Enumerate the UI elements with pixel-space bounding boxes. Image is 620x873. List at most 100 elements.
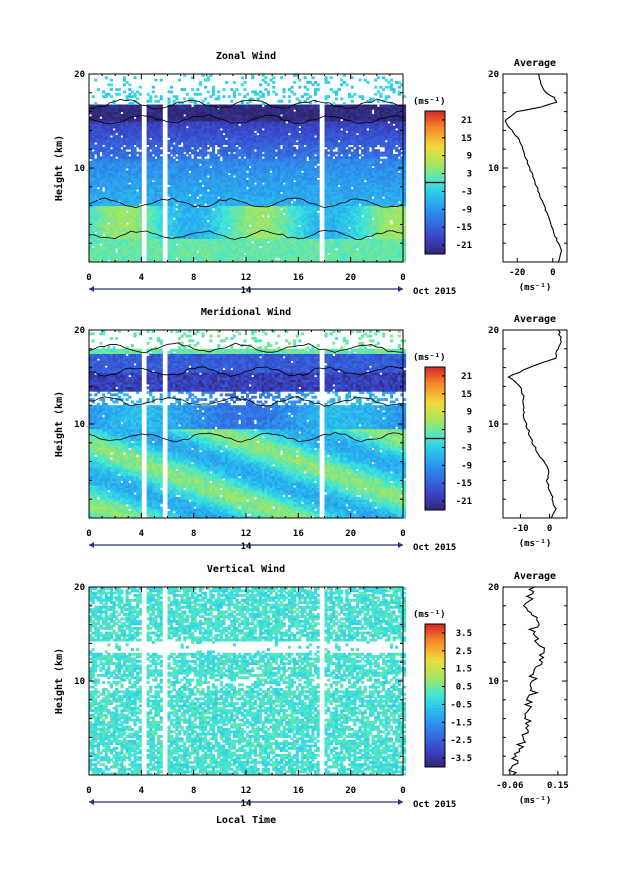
- heatmap-cell: [154, 95, 157, 98]
- heatmap-cell: [97, 149, 100, 152]
- heatmap-cell: [222, 88, 225, 91]
- heatmap-cell: [139, 109, 142, 112]
- heatmap-cell: [97, 189, 100, 192]
- heatmap-cell: [222, 166, 225, 169]
- heatmap-cell: [238, 105, 241, 108]
- heatmap-cell: [285, 123, 288, 126]
- heatmap-cell: [110, 83, 113, 86]
- heatmap-cell: [238, 109, 241, 112]
- heatmap-cell: [139, 227, 142, 230]
- heatmap-cell: [272, 81, 275, 84]
- heatmap-cell: [280, 76, 283, 79]
- heatmap-cell: [283, 88, 286, 91]
- heatmap-cell: [222, 147, 225, 150]
- heatmap-cell: [188, 154, 191, 157]
- heatmap-cell: [170, 91, 173, 94]
- heatmap-cell: [113, 109, 116, 112]
- heatmap-cell: [236, 88, 239, 91]
- heatmap-cell: [113, 250, 116, 253]
- heatmap-cell: [241, 76, 244, 79]
- heatmap-cell: [217, 156, 220, 159]
- heatmap-cell: [228, 95, 231, 98]
- heatmap-cell: [139, 213, 142, 216]
- heatmap-cell: [110, 88, 113, 91]
- heatmap-cell: [254, 227, 257, 230]
- heatmap-cell: [238, 133, 241, 136]
- heatmap-cell: [204, 236, 207, 239]
- heatmap-cell: [238, 213, 241, 216]
- heatmap-cell: [285, 243, 288, 246]
- heatmap-cell: [157, 166, 160, 169]
- heatmap-cell: [173, 109, 176, 112]
- heatmap-cell: [157, 133, 160, 136]
- heatmap-cell: [92, 95, 95, 98]
- heatmap-cell: [139, 142, 142, 145]
- heatmap-cell: [157, 156, 160, 159]
- heatmap-cell: [126, 81, 129, 84]
- heatmap-cell: [139, 152, 142, 155]
- heatmap-cell: [207, 91, 210, 94]
- heatmap-cell: [97, 213, 100, 216]
- heatmap-cell: [204, 166, 207, 169]
- heatmap-cell: [173, 243, 176, 246]
- heatmap-cell: [254, 91, 257, 94]
- heatmap-cell: [222, 142, 225, 145]
- heatmap-cell: [212, 149, 215, 152]
- heatmap-cell: [188, 196, 191, 199]
- heatmap-cell: [126, 170, 129, 173]
- heatmap-cell: [285, 109, 288, 112]
- heatmap-cell: [204, 227, 207, 230]
- heatmap-cell: [113, 149, 116, 152]
- heatmap-cell: [222, 213, 225, 216]
- heatmap-cell: [173, 100, 176, 103]
- heatmap-cell: [160, 250, 163, 253]
- heatmap-cell: [285, 156, 288, 159]
- heatmap-cell: [188, 173, 191, 176]
- heatmap-cell: [188, 149, 191, 152]
- heatmap-cell: [97, 201, 100, 204]
- heatmap-cell: [230, 100, 233, 103]
- heatmap-cell: [123, 76, 126, 79]
- heatmap-cell: [113, 220, 116, 223]
- heatmap-cell: [126, 109, 129, 112]
- heatmap-cell: [157, 250, 160, 253]
- heatmap-cell: [160, 109, 163, 112]
- heatmap-cell: [152, 91, 155, 94]
- heatmap-cell: [188, 166, 191, 169]
- heatmap-cell: [254, 250, 257, 253]
- heatmap-cell: [267, 91, 270, 94]
- heatmap-cell: [254, 236, 257, 239]
- heatmap-cell: [288, 100, 291, 103]
- heatmap-cell: [199, 93, 202, 96]
- heatmap-cell: [139, 156, 142, 159]
- heatmap-cell: [173, 213, 176, 216]
- heatmap-cell: [113, 203, 116, 206]
- heatmap-cell: [160, 79, 163, 82]
- heatmap-cell: [243, 81, 246, 84]
- heatmap-cell: [204, 133, 207, 136]
- heatmap-cell: [222, 135, 225, 138]
- heatmap-cell: [188, 98, 191, 101]
- heatmap-cell: [126, 133, 129, 136]
- heatmap-cell: [118, 93, 121, 96]
- heatmap-cell: [157, 220, 160, 223]
- heatmap-cell: [97, 156, 100, 159]
- heatmap-cell: [270, 236, 273, 239]
- heatmap-cell: [222, 109, 225, 112]
- heatmap-cell: [118, 88, 121, 91]
- heatmap-cell: [126, 250, 129, 253]
- heatmap-cell: [285, 166, 288, 169]
- heatmap-cell: [97, 250, 100, 253]
- heatmap-cell: [254, 220, 257, 223]
- heatmap-cell: [173, 159, 176, 162]
- heatmap-cell: [178, 142, 181, 145]
- heatmap-cell: [285, 149, 288, 152]
- heatmap-cell: [173, 95, 176, 98]
- heatmap-cell: [139, 236, 142, 239]
- heatmap-cell: [160, 105, 163, 108]
- heatmap-cell: [105, 76, 108, 79]
- heatmap-cell: [270, 243, 273, 246]
- heatmap-cell: [97, 203, 100, 206]
- heatmap-cell: [285, 203, 288, 206]
- heatmap-cell: [113, 130, 116, 133]
